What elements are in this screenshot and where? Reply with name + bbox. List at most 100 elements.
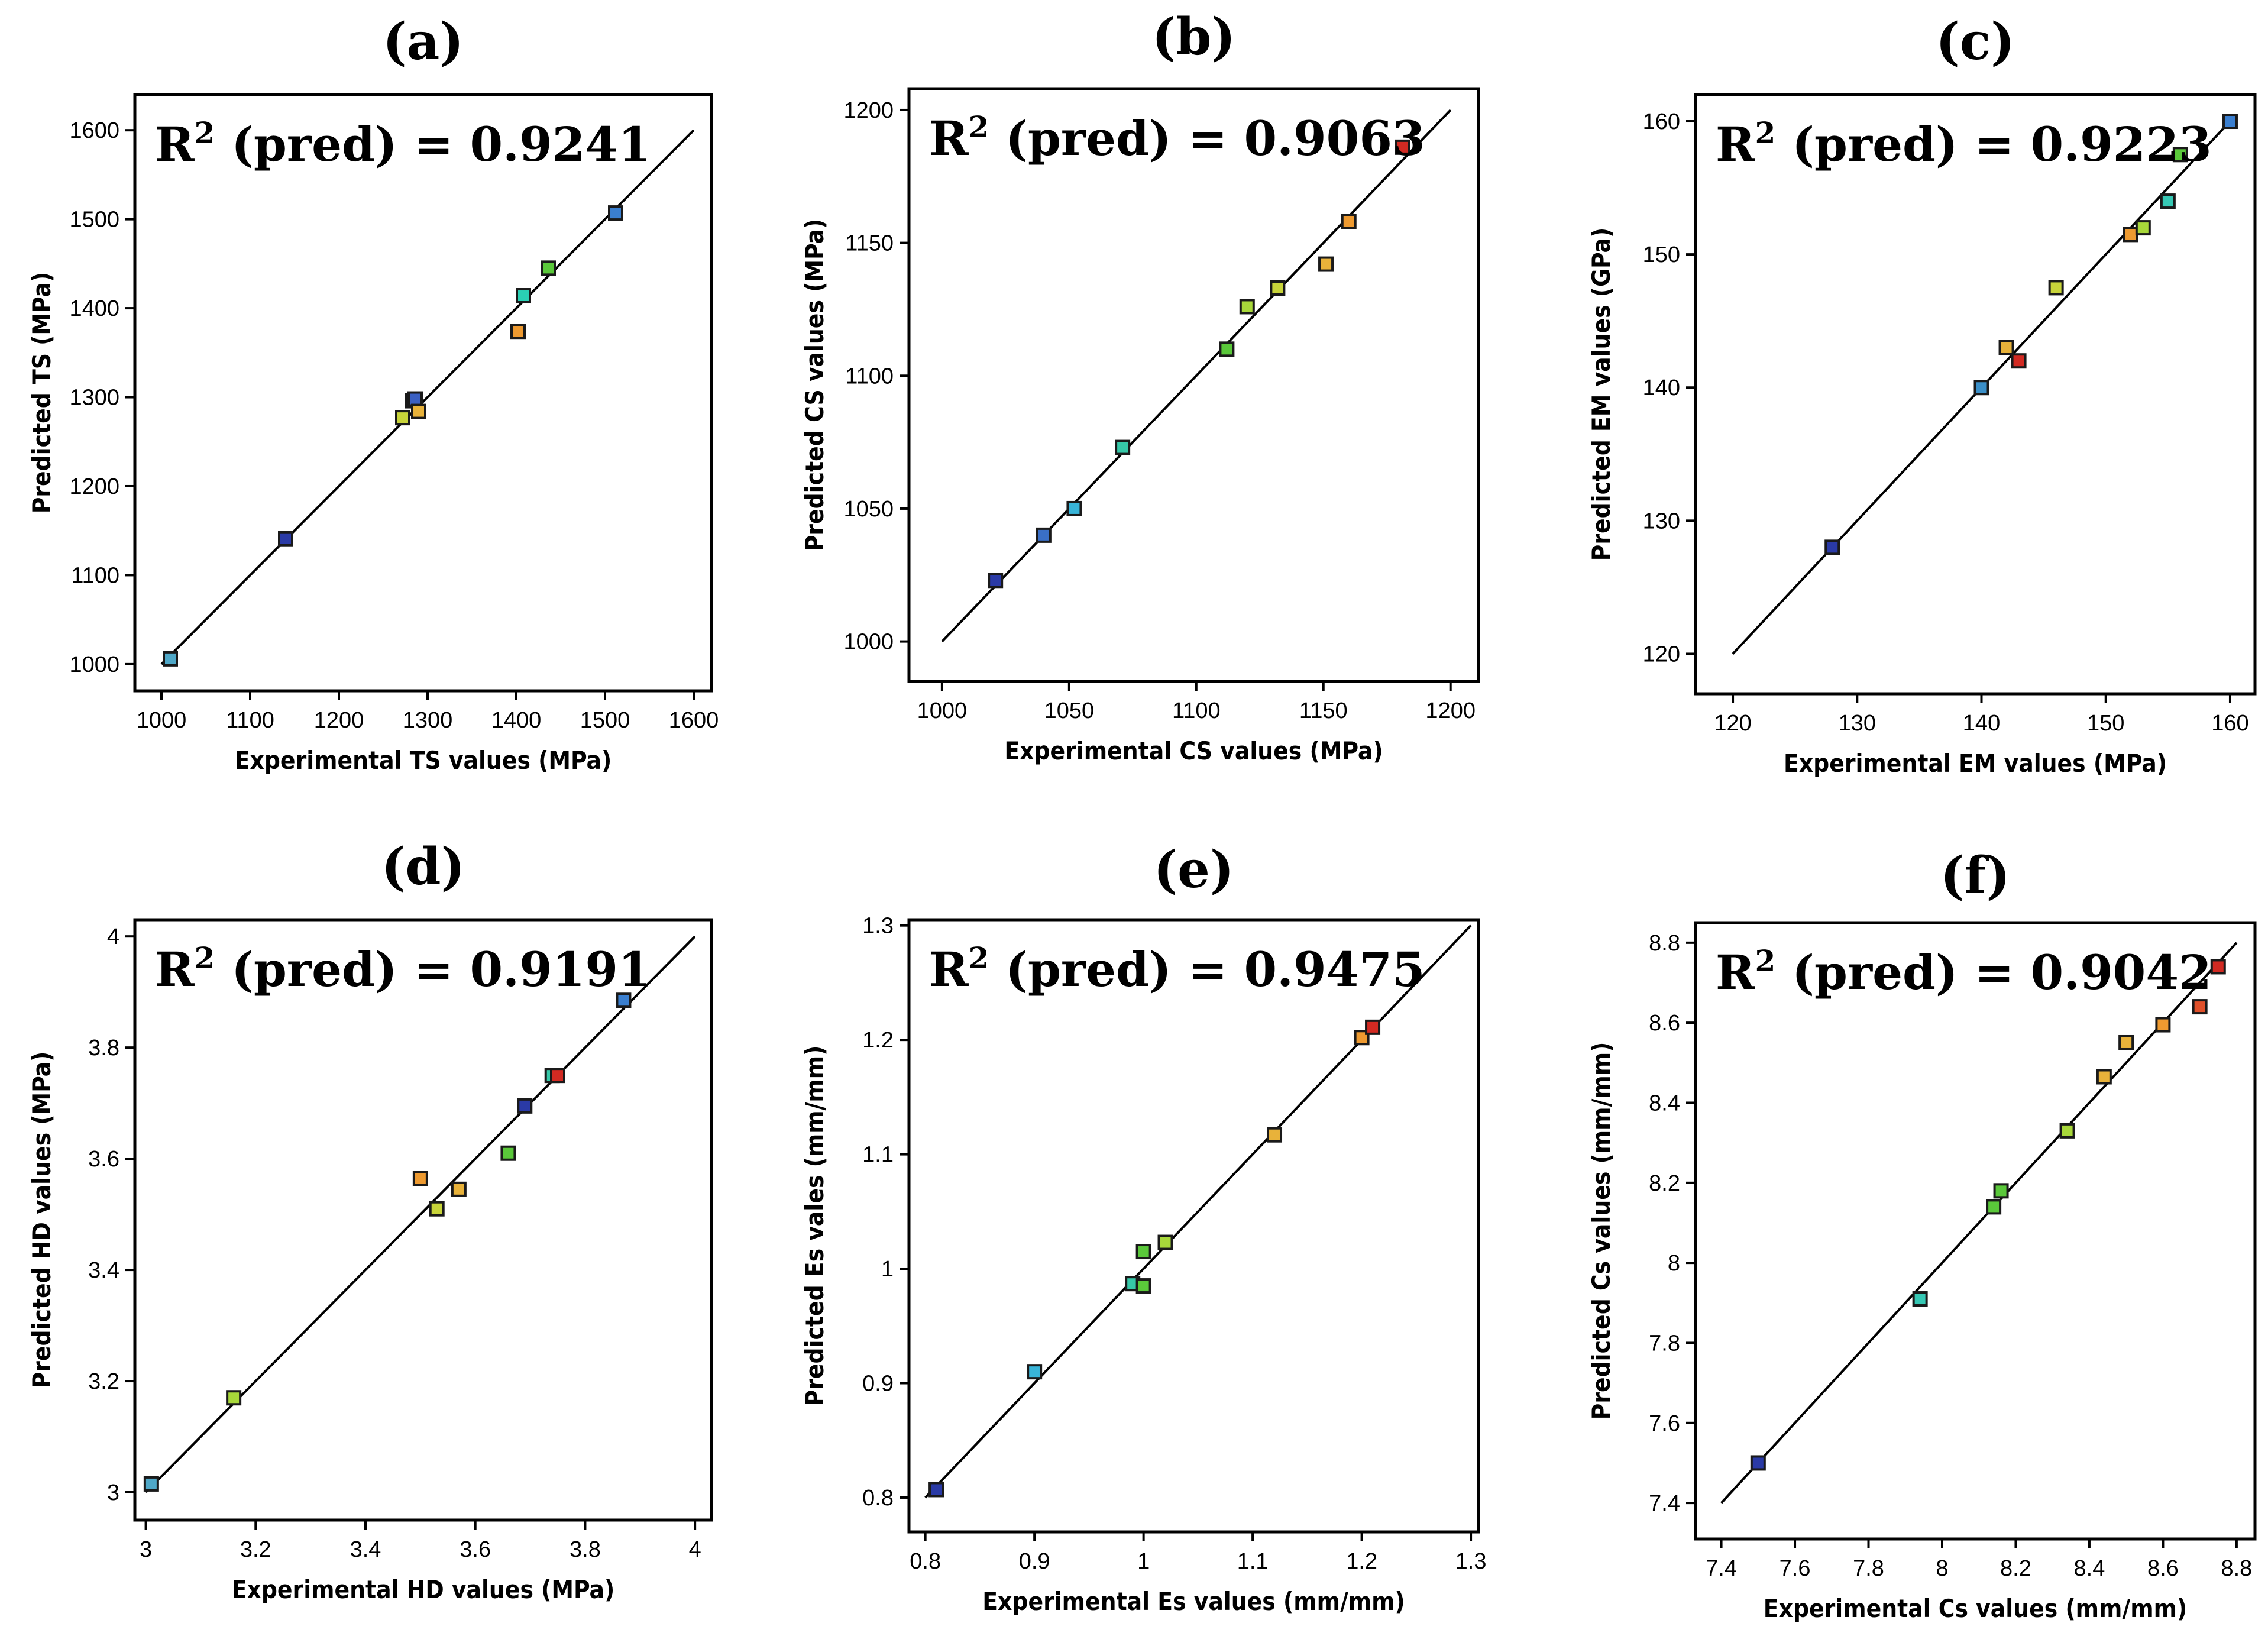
r2-value: (pred) = 0.9241 (215, 117, 651, 172)
x-tick-label: 1.3 (1455, 1549, 1487, 1574)
y-tick-label: 1050 (843, 497, 894, 522)
y-tick-label: 1.1 (862, 1143, 894, 1168)
y-tick-label: 8.8 (1649, 931, 1680, 956)
y-tick-label: 0.9 (862, 1372, 894, 1396)
plot-frame (133, 918, 713, 1522)
data-point (510, 324, 526, 340)
x-tick-label: 150 (2087, 711, 2124, 736)
y-tick-label: 1 (881, 1257, 894, 1282)
r2-value: (pred) = 0.9223 (1775, 117, 2211, 172)
y-axis-title: Predicted Es vales (mm/mm) (800, 1046, 829, 1407)
r2-annotation: R2 (pred) = 0.9223 (1716, 115, 2212, 172)
data-point (1115, 439, 1131, 455)
fit-line (145, 935, 696, 1493)
r2-superscript: 2 (968, 109, 989, 144)
x-tick-label: 7.8 (1853, 1556, 1884, 1581)
data-point (1750, 1455, 1766, 1471)
y-tick-label: 7.8 (1649, 1331, 1680, 1356)
plot-frame (907, 918, 1480, 1534)
x-tick-label: 1050 (1044, 699, 1095, 723)
r2-annotation: R2 (pred) = 0.9191 (155, 940, 651, 997)
x-axis-title: Experimental HD values (MPa) (232, 1575, 615, 1604)
data-point (616, 992, 632, 1008)
plot-frame (907, 87, 1480, 683)
x-tick-label: 7.4 (1706, 1556, 1737, 1581)
y-tick-label: 3 (107, 1480, 119, 1505)
y-tick-label: 1100 (845, 364, 894, 389)
y-tick-label: 8 (1668, 1251, 1680, 1276)
data-point (1036, 527, 1052, 543)
r2-value: (pred) = 0.9475 (989, 942, 1425, 997)
y-tick-label: 3.4 (88, 1258, 119, 1283)
y-axis-title: Predicted CS values (MPa) (800, 219, 829, 552)
plot-frame (133, 93, 713, 693)
data-point (1270, 280, 1286, 296)
r2-value: (pred) = 0.9063 (989, 111, 1425, 166)
panel-label: (d) (381, 837, 465, 897)
data-point (1365, 1019, 1381, 1035)
x-tick-label: 1000 (137, 708, 187, 733)
y-tick-label: 1600 (69, 118, 119, 143)
r2-superscript: 2 (194, 115, 215, 150)
x-tick-label: 1400 (491, 708, 542, 733)
y-tick-label: 140 (1643, 376, 1680, 400)
data-point (1993, 1183, 2009, 1199)
x-tick-label: 4 (689, 1537, 701, 1562)
panel-label: (a) (383, 12, 464, 72)
data-point (928, 1482, 944, 1498)
x-tick-label: 7.6 (1780, 1556, 1811, 1581)
x-tick-label: 140 (1963, 711, 2000, 736)
r2-value: (pred) = 0.9042 (1775, 945, 2211, 1000)
data-point (2135, 220, 2151, 236)
y-tick-label: 1.3 (862, 914, 894, 939)
x-tick-label: 1.2 (1346, 1549, 1377, 1574)
plot-frame (1694, 93, 2257, 696)
r2-symbol: R (929, 111, 969, 166)
r2-annotation: R2 (pred) = 0.9241 (155, 115, 651, 172)
x-tick-label: 0.8 (910, 1549, 941, 1574)
data-point (988, 573, 1004, 589)
y-tick-label: 7.6 (1649, 1411, 1680, 1436)
r2-superscript: 2 (1755, 943, 1775, 978)
x-tick-label: 1100 (226, 708, 274, 733)
data-point (2210, 959, 2226, 975)
x-tick-label: 1150 (1299, 699, 1348, 723)
y-tick-label: 3.2 (88, 1369, 119, 1394)
data-point (451, 1181, 467, 1197)
r2-superscript: 2 (968, 940, 989, 975)
fit-line (160, 129, 695, 665)
x-tick-label: 160 (2211, 711, 2248, 736)
data-point (608, 205, 623, 221)
y-tick-label: 1200 (843, 98, 894, 123)
x-tick-label: 8 (1936, 1556, 1948, 1581)
y-axis-title: Predicted TS (MPa) (27, 272, 56, 514)
fit-line (1720, 942, 2238, 1504)
r2-annotation: R2 (pred) = 0.9042 (1716, 943, 2212, 1000)
y-tick-label: 1000 (843, 630, 894, 655)
r2-superscript: 2 (194, 940, 215, 975)
r2-symbol: R (1716, 945, 1755, 1000)
x-tick-label: 1200 (1425, 699, 1476, 723)
r2-annotation: R2 (pred) = 0.9475 (929, 940, 1425, 997)
r2-symbol: R (929, 942, 969, 997)
y-tick-label: 8.4 (1649, 1091, 1680, 1116)
panel-c: (c) 120 130 140 150 160 120 130 140 150 160 Experim… (1587, 12, 2257, 778)
panel-d: (d) 3 3.2 3.4 3.6 3.8 4 3 3.2 3.4 3.6 3.8 4 Experimen… (27, 837, 713, 1604)
x-axis-title: Experimental TS values (MPa) (235, 746, 612, 775)
data-point (2011, 353, 2027, 369)
data-point (1973, 380, 1989, 396)
y-tick-label: 3.8 (88, 1036, 119, 1061)
x-tick-label: 1 (1137, 1549, 1150, 1574)
data-point (1239, 299, 1255, 315)
x-axis-title: Experimental EM values (MPa) (1784, 749, 2167, 778)
x-tick-label: 130 (1839, 711, 1876, 736)
x-tick-label: 3.2 (240, 1537, 271, 1562)
y-tick-label: 4 (107, 924, 119, 949)
x-tick-label: 3 (140, 1537, 152, 1562)
data-point (2118, 1034, 2134, 1050)
panel-e: (e) 0.8 0.9 1 1.1 1.2 1.3 0.8 0.9 1 1.1 1.2 1.3 Exper… (800, 840, 1487, 1616)
panel-a: (a) 1000 1100 1200 1300 1400 1500 1600 1000 1100 1… (27, 12, 719, 775)
y-tick-label: 130 (1643, 509, 1680, 534)
fit-line (924, 924, 1472, 1499)
